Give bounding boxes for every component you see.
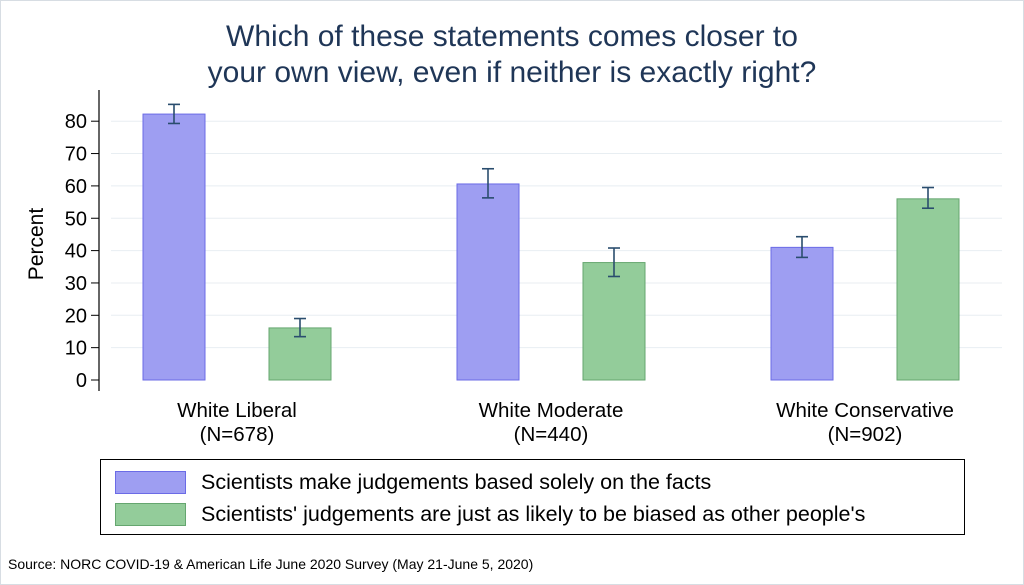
y-tick-label-80: 80	[65, 111, 87, 133]
y-tick-label-20: 20	[65, 305, 87, 327]
legend-label-biased: Scientists' judgements are just as likel…	[201, 501, 866, 526]
x-category-label-2: White Moderate	[479, 399, 624, 422]
y-tick-label-50: 50	[65, 208, 87, 230]
y-tick-label-70: 70	[65, 144, 87, 166]
source-note: Source: NORC COVID-19 & American Life Ju…	[8, 556, 534, 572]
y-tick-label-30: 30	[65, 273, 87, 295]
x-category-label-1: White Liberal	[177, 399, 297, 422]
chart-legend: Scientists make judgements based solely …	[100, 459, 965, 535]
bar-s1-c1	[142, 113, 206, 381]
y-tick-label-10: 10	[65, 338, 87, 360]
x-category-n-2: (N=440)	[514, 423, 589, 446]
bar-s2-c2	[582, 262, 646, 381]
y-tick-label-40: 40	[65, 241, 87, 263]
x-category-n-3: (N=902)	[828, 423, 903, 446]
legend-item-facts: Scientists make judgements based solely …	[115, 467, 711, 497]
bar-s2-c3	[896, 198, 960, 381]
legend-swatch-biased	[115, 502, 186, 526]
chart-title-line-2: your own view, even if neither is exactl…	[207, 56, 817, 89]
bar-s1-c2	[456, 183, 520, 381]
y-tick-label-60: 60	[65, 176, 87, 198]
bar-s1-c3	[770, 246, 834, 381]
y-tick-label-0: 0	[76, 370, 87, 392]
chart-title-line-1: Which of these statements comes closer t…	[226, 20, 798, 53]
legend-swatch-facts	[115, 470, 186, 494]
y-axis-label: Percent	[25, 208, 48, 281]
x-category-n-1: (N=678)	[200, 423, 275, 446]
legend-item-biased: Scientists' judgements are just as likel…	[115, 499, 865, 529]
legend-label-facts: Scientists make judgements based solely …	[201, 469, 712, 494]
x-category-label-3: White Conservative	[776, 399, 954, 422]
